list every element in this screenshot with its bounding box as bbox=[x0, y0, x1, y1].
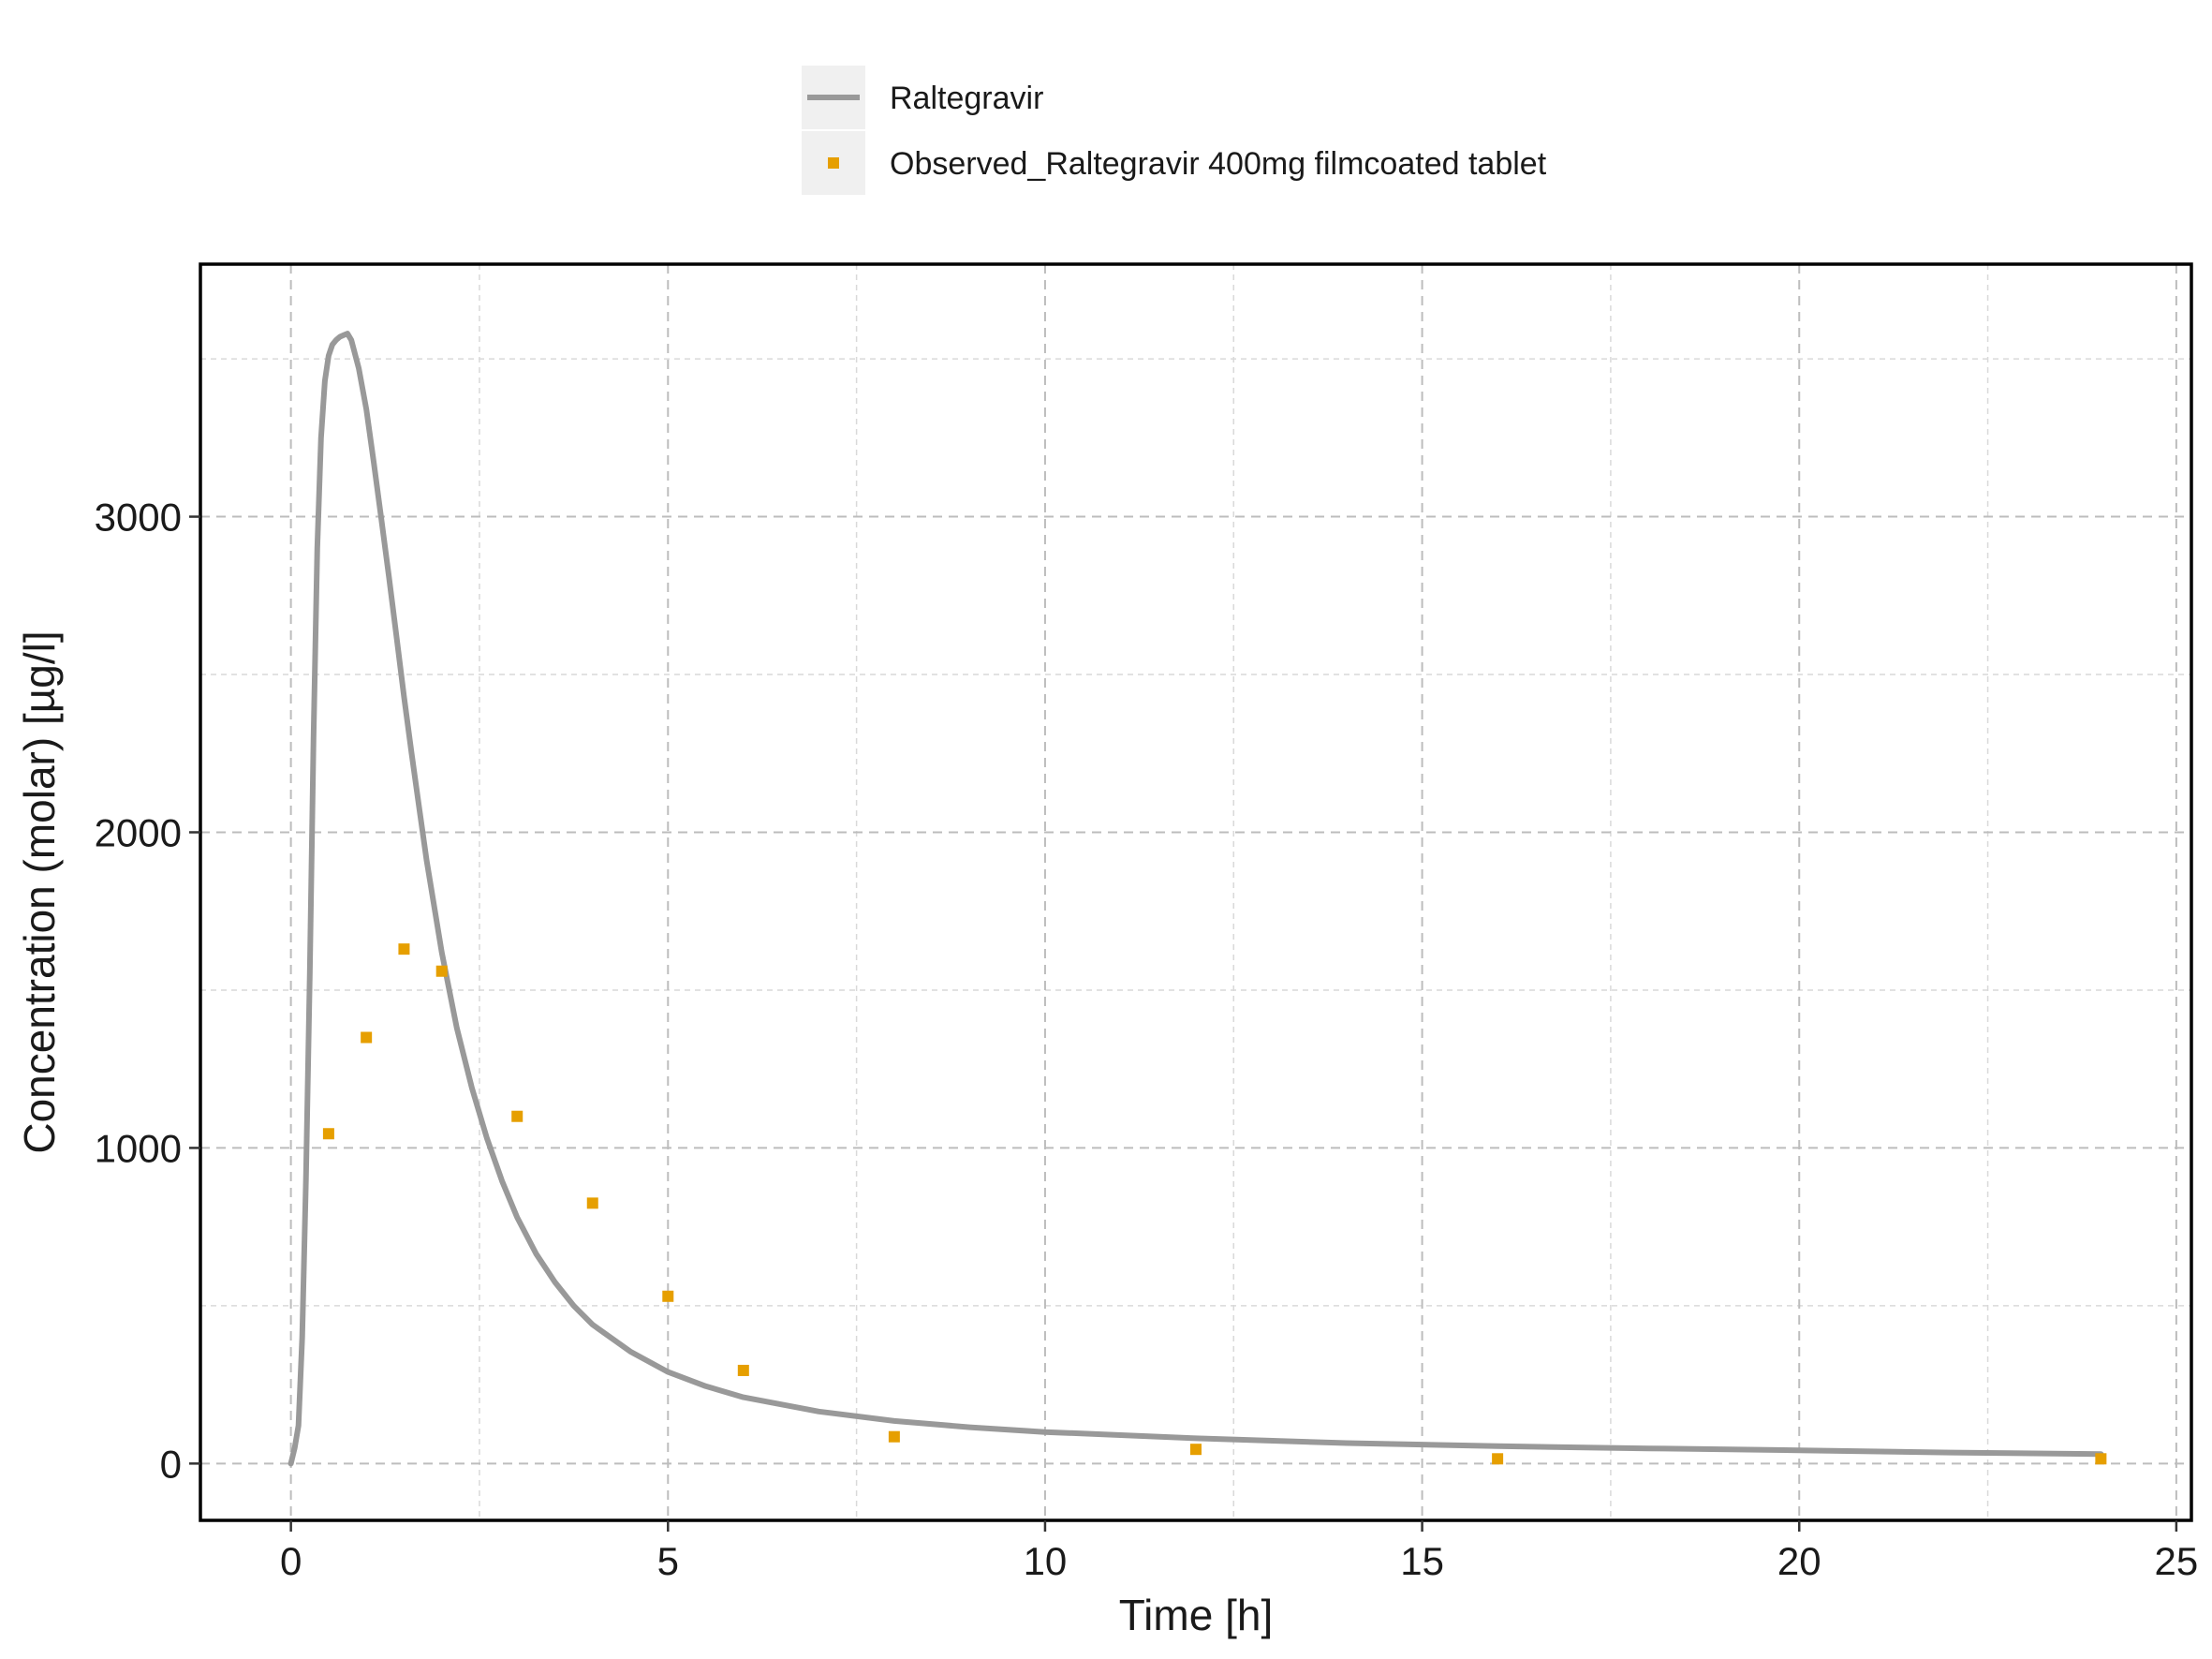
x-tick-label: 25 bbox=[2155, 1539, 2199, 1583]
y-axis-title: Concentration (molar) [µg/l] bbox=[15, 630, 64, 1153]
observed-point bbox=[398, 943, 410, 955]
observed-point bbox=[361, 1031, 373, 1044]
y-tick-label: 2000 bbox=[95, 810, 182, 854]
x-tick-label: 10 bbox=[1024, 1539, 1068, 1583]
x-tick-label: 5 bbox=[657, 1539, 679, 1583]
x-tick-label: 15 bbox=[1400, 1539, 1444, 1583]
legend-point-icon bbox=[828, 157, 839, 169]
observed-point bbox=[737, 1364, 749, 1376]
observed-point bbox=[1492, 1453, 1504, 1465]
legend-label-raltegravir: Raltegravir bbox=[890, 81, 1043, 116]
observed-point bbox=[586, 1197, 598, 1209]
plot-panel-border bbox=[199, 262, 2193, 1522]
x-axis-title: Time [h] bbox=[1119, 1591, 1273, 1639]
x-tick-label: 20 bbox=[1777, 1539, 1821, 1583]
observed-point bbox=[1190, 1444, 1202, 1456]
series-line-raltegravir bbox=[288, 331, 2104, 1467]
legend-label-observed: Observed_Raltegravir 400mg filmcoated ta… bbox=[890, 146, 1547, 182]
y-tick-label: 0 bbox=[160, 1442, 182, 1486]
observed-point bbox=[2095, 1453, 2107, 1465]
observed-point bbox=[511, 1110, 524, 1122]
y-tick-label: 1000 bbox=[95, 1126, 182, 1170]
observed-point bbox=[435, 965, 448, 977]
observed-point bbox=[888, 1430, 900, 1443]
observed-point bbox=[322, 1128, 334, 1140]
x-tick-label: 0 bbox=[280, 1539, 302, 1583]
y-tick-label: 3000 bbox=[95, 496, 182, 540]
observed-point bbox=[662, 1290, 674, 1302]
